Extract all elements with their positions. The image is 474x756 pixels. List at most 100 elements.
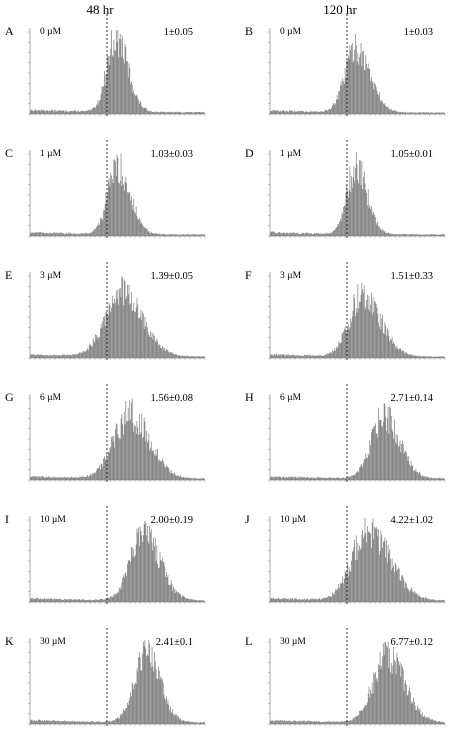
histogram-bar	[97, 225, 99, 236]
histogram-bar	[87, 599, 88, 602]
histogram-bar	[171, 583, 173, 602]
histogram-bar	[68, 232, 70, 236]
histogram-bar	[125, 299, 127, 358]
histogram-bar	[354, 539, 356, 602]
histogram-bar	[292, 111, 293, 114]
histogram-bar	[355, 33, 356, 114]
histogram-bar	[342, 477, 344, 480]
histogram-bar	[92, 338, 94, 358]
histogram-bar	[313, 111, 315, 114]
histogram-bar	[398, 349, 400, 358]
histogram-bar	[96, 227, 97, 236]
histogram-bar	[312, 111, 313, 114]
histogram-bar	[182, 595, 184, 602]
histogram-bar	[104, 326, 106, 358]
histogram-bar	[105, 598, 107, 602]
histogram-bar	[322, 111, 324, 114]
histogram-bar	[159, 552, 161, 602]
histogram-bar	[194, 722, 196, 724]
histogram-bar	[63, 477, 65, 480]
histogram-bar	[437, 234, 439, 236]
histogram-bar	[70, 111, 72, 114]
histogram-bar	[202, 234, 204, 236]
histogram-bar	[107, 451, 109, 480]
histogram-bar	[108, 65, 110, 114]
histogram-bar	[442, 722, 444, 724]
histogram-bar	[196, 111, 197, 114]
histogram-bar	[45, 111, 46, 114]
histogram-bar	[119, 180, 121, 236]
histogram-bar	[185, 598, 187, 602]
histogram-bar	[293, 232, 295, 236]
histogram-bar	[297, 721, 299, 724]
histogram-bar	[74, 598, 76, 602]
histogram-bar	[285, 598, 287, 602]
histogram-bar	[295, 598, 297, 602]
histogram-bar	[72, 477, 73, 480]
histogram-bar	[72, 233, 73, 236]
histogram-bar	[373, 212, 375, 236]
histogram-bar	[401, 351, 402, 358]
histogram-bar	[284, 111, 286, 114]
histogram-bar	[90, 721, 92, 724]
histogram-bar	[179, 355, 181, 358]
histogram-bar	[68, 721, 69, 724]
histogram-bar	[297, 232, 298, 236]
histogram-bar	[378, 419, 380, 480]
histogram-bar	[171, 112, 173, 114]
histogram-bar	[103, 458, 104, 480]
histogram-bar	[33, 110, 34, 114]
histogram-bar	[430, 112, 432, 114]
histogram-bar	[33, 720, 34, 724]
histogram-bar	[355, 45, 357, 114]
histogram-bar	[297, 476, 298, 480]
histogram-bar	[401, 112, 402, 114]
histogram-bar	[68, 477, 69, 480]
histogram-bar	[296, 355, 297, 358]
histogram-bar	[132, 209, 134, 236]
histogram-bar	[437, 721, 439, 724]
histogram-bar	[329, 721, 331, 724]
histogram-bar	[46, 233, 48, 236]
histogram-bar	[316, 720, 317, 724]
histogram-bar	[411, 700, 413, 724]
histogram-bar	[363, 70, 365, 114]
histogram-bar	[104, 721, 106, 724]
histogram-bar	[134, 425, 135, 480]
histogram-bar	[403, 453, 405, 480]
histogram-bar	[358, 715, 360, 724]
histogram-bar	[100, 721, 101, 724]
histogram-bar	[333, 103, 335, 114]
histogram-bar	[126, 296, 127, 358]
histogram-bar	[316, 111, 317, 114]
histogram-bar	[168, 468, 170, 480]
histogram-bar	[298, 110, 300, 114]
histogram-bar	[385, 106, 387, 114]
histogram-bar	[142, 653, 143, 724]
histogram-bar	[129, 304, 131, 358]
histogram-bar	[324, 477, 326, 480]
histogram-bar	[370, 304, 371, 358]
histogram-bar	[106, 598, 108, 602]
histogram-bar	[308, 355, 309, 358]
histogram-bar	[188, 356, 190, 358]
histogram-bar	[313, 478, 315, 480]
histogram-bar	[328, 233, 330, 236]
histogram-bar	[33, 354, 35, 358]
histogram-bar	[376, 307, 378, 358]
histogram-bar	[408, 589, 410, 602]
histogram-bar	[399, 234, 401, 236]
histogram-bar	[318, 233, 320, 236]
histogram-bar	[33, 599, 34, 602]
panel-j: J 10 µM 4.22±1.02	[245, 506, 446, 604]
histogram-bar	[431, 719, 433, 724]
histogram-bar	[441, 112, 443, 114]
histogram-bar	[302, 110, 304, 114]
histogram-bar	[302, 233, 304, 236]
histogram-bar	[425, 717, 427, 724]
histogram-bar	[429, 112, 430, 114]
histogram-bar	[77, 477, 79, 480]
concentration-label: 1 µM	[280, 149, 302, 159]
histogram-bar	[60, 598, 61, 602]
